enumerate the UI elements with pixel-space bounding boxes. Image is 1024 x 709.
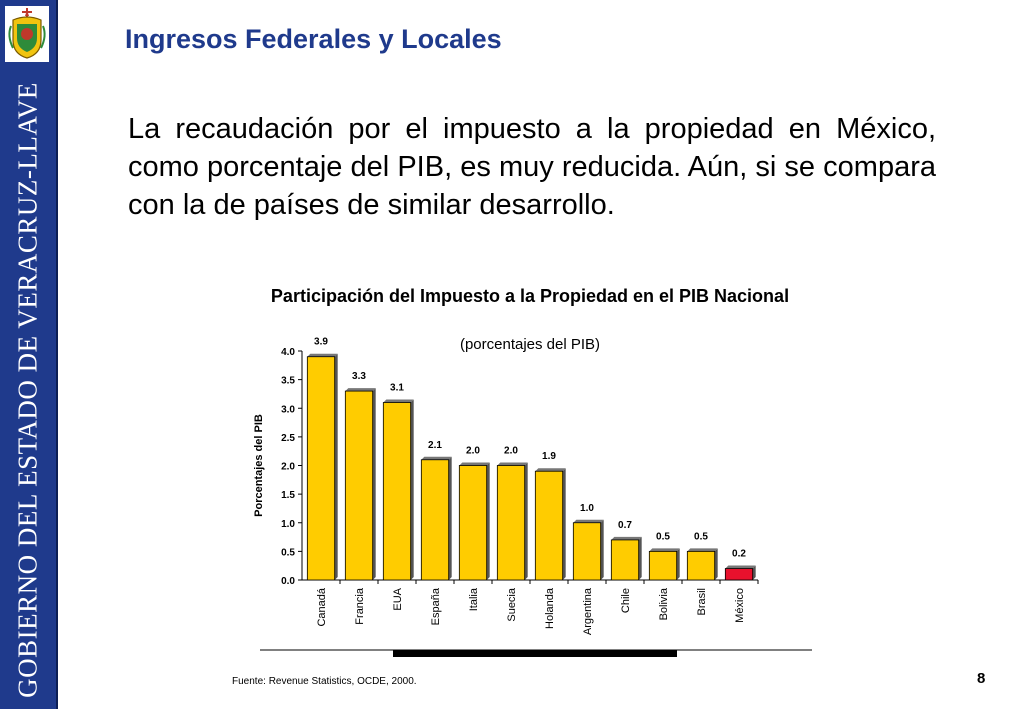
x-tick-label: Brasil bbox=[696, 588, 708, 616]
bar-shadow bbox=[334, 353, 338, 580]
y-tick-label: 2.0 bbox=[281, 462, 295, 473]
bar-shadow bbox=[752, 565, 756, 580]
x-tick-label: México bbox=[734, 588, 746, 623]
bar-shadow bbox=[600, 519, 604, 580]
bar-holanda bbox=[534, 470, 564, 581]
bar-top bbox=[345, 388, 376, 392]
y-tick-label: 2.5 bbox=[281, 433, 295, 444]
bar-shadow bbox=[638, 536, 642, 580]
x-tick-label: Canadá bbox=[316, 587, 328, 626]
bar-shadow bbox=[410, 399, 414, 580]
bar-shadow bbox=[676, 548, 680, 580]
x-tick-label: Francia bbox=[354, 587, 366, 625]
side-banner: GOBIERNO DEL ESTADO DE VERACRUZ-LLAVE bbox=[0, 0, 58, 709]
bar-top bbox=[497, 462, 528, 466]
data-label: 0.2 bbox=[732, 549, 746, 560]
bar-top bbox=[725, 565, 756, 569]
bar-bolivia bbox=[648, 550, 678, 581]
x-tick-label: Suecia bbox=[506, 587, 518, 622]
data-label: 1.0 bbox=[580, 503, 594, 514]
y-tick-label: 4.0 bbox=[281, 347, 295, 358]
y-tick-label: 1.5 bbox=[281, 490, 295, 501]
bar-top bbox=[421, 456, 452, 460]
bar-chile bbox=[610, 539, 640, 581]
y-tick-label: 0.5 bbox=[281, 547, 295, 558]
x-tick-label: Argentina bbox=[582, 587, 594, 635]
x-tick-label: EUA bbox=[392, 587, 404, 610]
bar-shadow bbox=[372, 388, 376, 580]
bar-suecia bbox=[496, 465, 526, 581]
data-label: 2.1 bbox=[428, 440, 442, 451]
bar-argentina bbox=[572, 522, 602, 581]
bar-top bbox=[383, 399, 414, 403]
data-label: 2.0 bbox=[466, 446, 480, 457]
bar-méxico bbox=[724, 568, 754, 581]
page-number: 8 bbox=[977, 670, 986, 687]
bar-shadow bbox=[524, 462, 528, 580]
slide-body-text: La recaudación por el impuesto a la prop… bbox=[128, 113, 936, 221]
bar-top bbox=[535, 468, 566, 472]
data-label: 0.7 bbox=[618, 520, 632, 531]
data-label: 3.9 bbox=[314, 337, 328, 348]
y-tick-label: 1.0 bbox=[281, 519, 295, 530]
bar-top bbox=[687, 548, 718, 552]
bar-italia bbox=[458, 465, 488, 581]
x-tick-label: Chile bbox=[620, 588, 632, 613]
bar-shadow bbox=[486, 462, 490, 580]
data-label: 0.5 bbox=[694, 531, 708, 542]
bar-francia bbox=[344, 390, 374, 581]
chart-title: Participación del Impuesto a la Propieda… bbox=[270, 286, 790, 306]
bar-eua bbox=[382, 402, 412, 581]
y-tick-label: 3.0 bbox=[281, 404, 295, 415]
data-label: 3.1 bbox=[390, 383, 404, 394]
data-label: 2.0 bbox=[504, 446, 518, 457]
bar-top bbox=[459, 462, 490, 466]
bar-chart: 0.0 0.5 1.0 1.5 2.0 2.5 3.0 3.5 4.0 Porcentajes d… bbox=[230, 270, 830, 690]
slide-title: Ingresos Federales y Locales bbox=[125, 24, 502, 54]
sidebar-vertical-title: GOBIERNO DEL ESTADO DE VERACRUZ-LLAVE bbox=[12, 82, 43, 698]
data-label: 1.9 bbox=[542, 451, 556, 462]
data-label: 3.3 bbox=[352, 371, 366, 382]
bar-canadá bbox=[306, 356, 336, 581]
bar-top bbox=[611, 536, 642, 540]
source-note: Fuente: Revenue Statistics, OCDE, 2000. bbox=[232, 676, 417, 687]
y-tick-label: 0.0 bbox=[281, 576, 295, 587]
bottom-bar bbox=[393, 650, 677, 657]
chart-canvas: 0.0 0.5 1.0 1.5 2.0 2.5 3.0 3.5 4.0 Porcentajes d… bbox=[253, 337, 812, 657]
y-axis-label: Porcentajes del PIB bbox=[253, 414, 265, 517]
bar-top bbox=[307, 353, 338, 357]
bar-shadow bbox=[562, 468, 566, 580]
x-tick-label: España bbox=[430, 587, 442, 625]
bar-top bbox=[573, 519, 604, 523]
x-tick-label: Holanda bbox=[544, 587, 556, 629]
bar-brasil bbox=[686, 550, 716, 581]
bar-shadow bbox=[714, 548, 718, 580]
x-tick-label: Bolivia bbox=[658, 587, 670, 620]
y-tick-label: 3.5 bbox=[281, 376, 295, 387]
chart-subtitle: (porcentajes del PIB) bbox=[459, 336, 601, 353]
data-label: 0.5 bbox=[656, 531, 670, 542]
bar-shadow bbox=[448, 456, 452, 580]
x-tick-label: Italia bbox=[468, 587, 480, 611]
bar-top bbox=[649, 548, 680, 552]
coat-of-arms-icon bbox=[5, 6, 49, 62]
bar-españa bbox=[420, 459, 450, 581]
